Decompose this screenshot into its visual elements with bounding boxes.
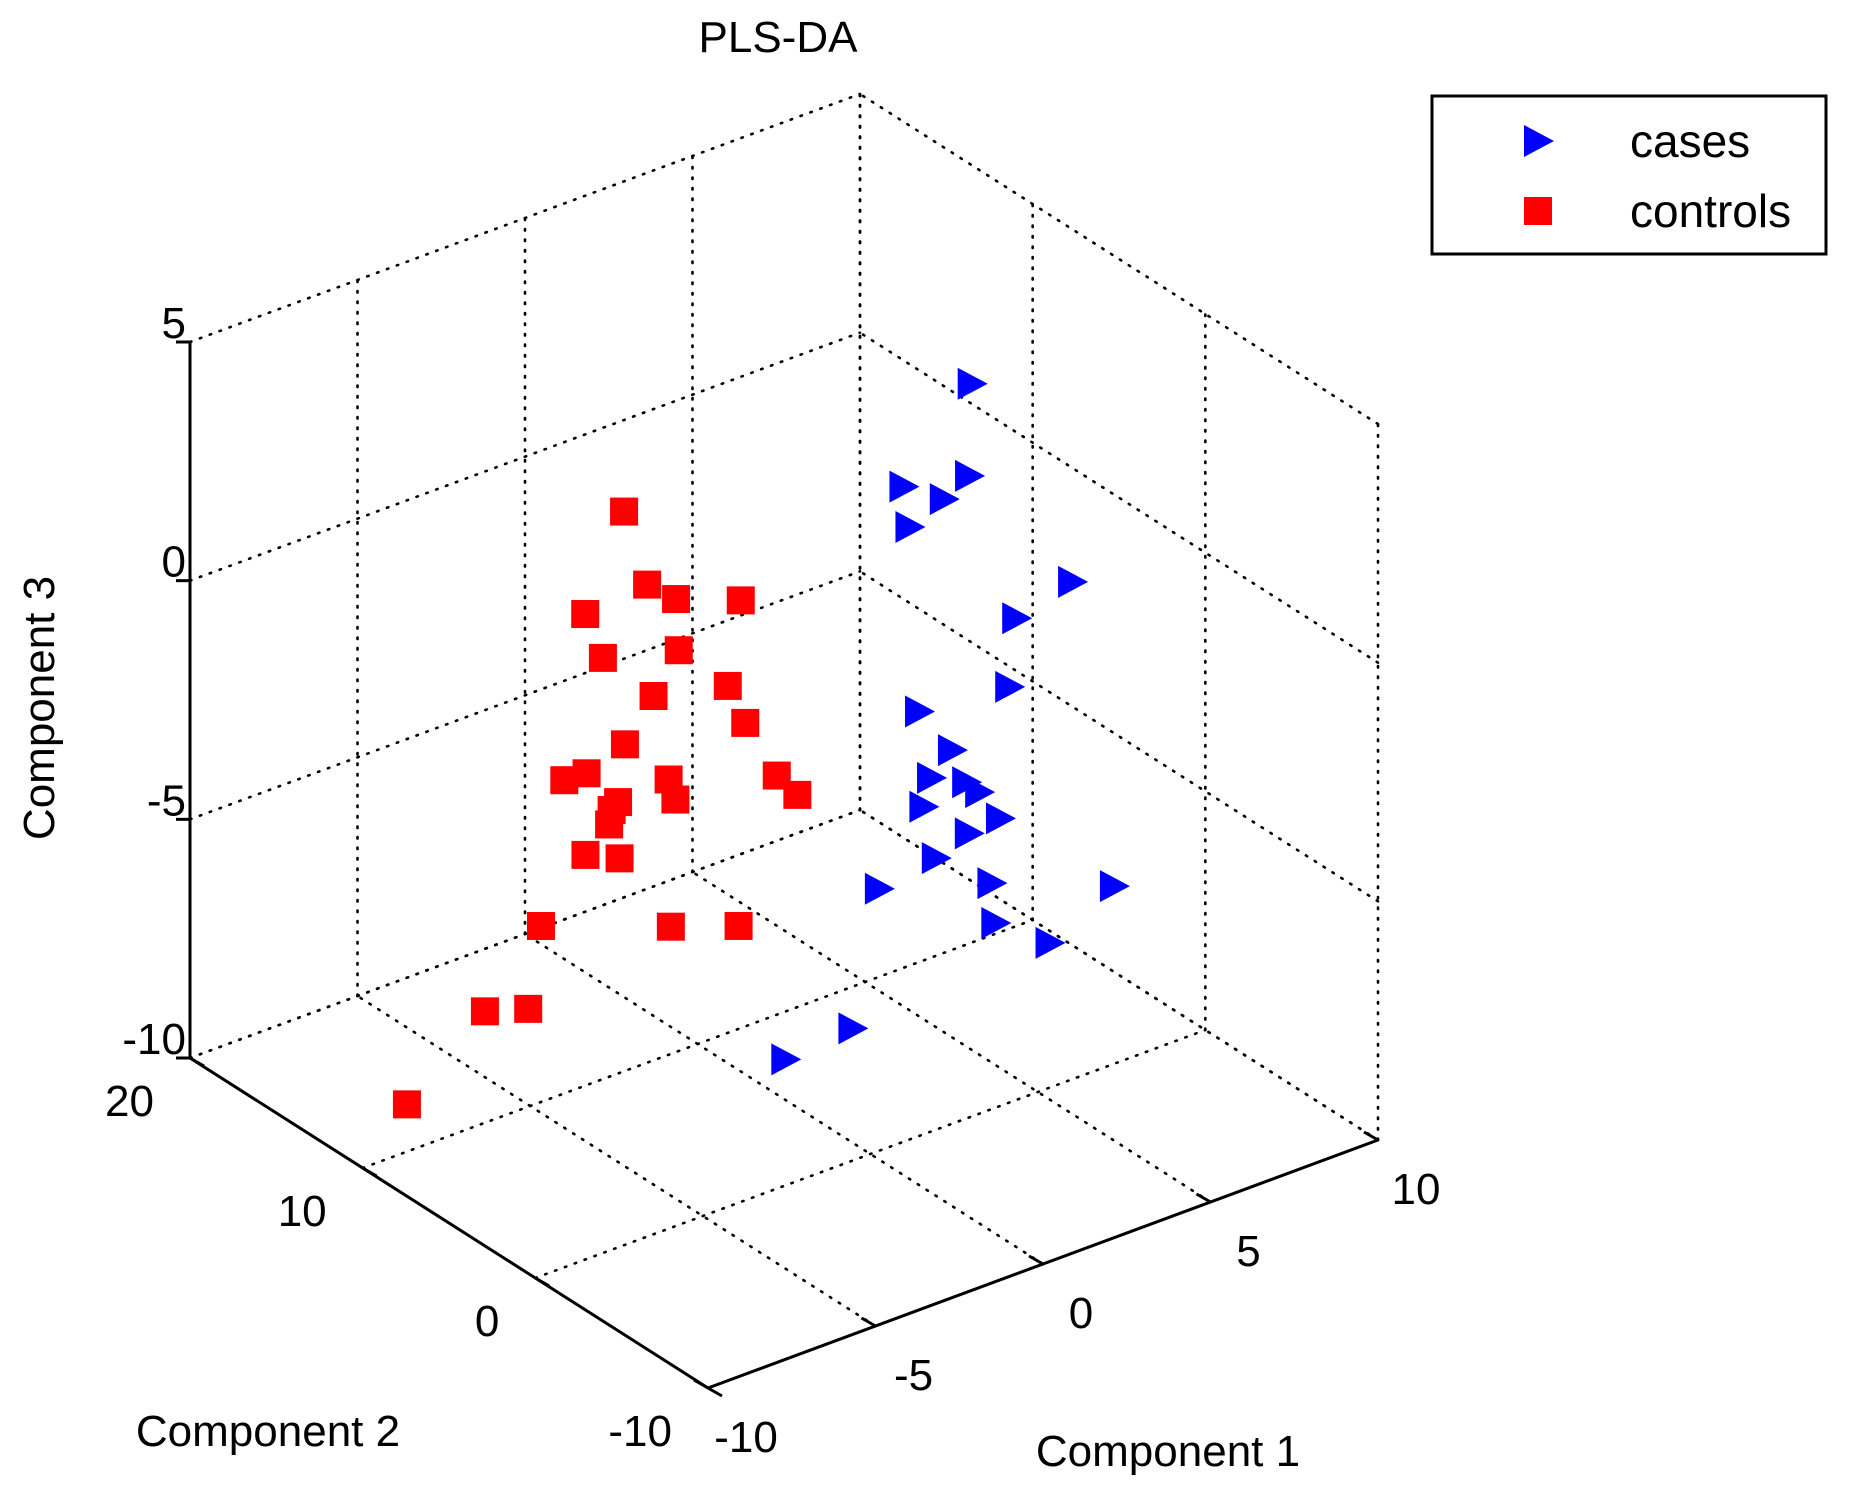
controls-point [610, 730, 639, 759]
y-tick-mark [534, 1276, 551, 1288]
controls-point [571, 840, 600, 869]
grid-line [361, 918, 1034, 1170]
controls-point [664, 636, 693, 665]
series-cases [771, 367, 1130, 1076]
cases-point [954, 817, 985, 850]
cases-point [1035, 926, 1066, 959]
y-tick-mark [189, 1056, 205, 1068]
cases-point [937, 734, 968, 767]
y-tick-mark [707, 1386, 723, 1398]
y-tick-mark [361, 1166, 378, 1178]
cases-point [981, 906, 1012, 939]
grid-line [858, 331, 1380, 664]
x-tick-label: 10 [1392, 1165, 1441, 1214]
cases-point [917, 761, 948, 794]
cases-point [985, 802, 1016, 835]
controls-point [661, 785, 690, 814]
tick-labels: -10 -5 0 5 10 -10 0 10 20 -10 -5 0 5 [105, 299, 1440, 1462]
y-axis-label: Component 2 [136, 1407, 400, 1456]
cases-point [929, 483, 960, 516]
x-tick-mark [1028, 1254, 1044, 1266]
controls-point [762, 761, 791, 790]
x-axis-label: Component 1 [1036, 1427, 1300, 1476]
controls-point [514, 994, 543, 1023]
cases-point [977, 867, 1008, 900]
axis-lines [176, 340, 1379, 1398]
x-tick-mark [1363, 1130, 1379, 1142]
grid-line [858, 92, 1380, 426]
controls-point [595, 810, 624, 839]
controls-point [726, 586, 755, 615]
legend-box [1430, 94, 1828, 256]
x-tick-label: 5 [1236, 1227, 1260, 1276]
controls-point [588, 643, 617, 672]
series-controls [392, 497, 812, 1119]
grid-line [356, 994, 877, 1328]
y-tick-label: -10 [608, 1407, 672, 1456]
grid-line [188, 570, 862, 821]
controls-point [610, 497, 639, 526]
cases-point [889, 470, 920, 503]
z-tick-label: 5 [162, 299, 186, 348]
x-tick-mark [693, 1378, 709, 1390]
controls-point [656, 912, 685, 941]
grid-line [188, 808, 862, 1060]
controls-point [605, 844, 634, 873]
y-tick-label: 20 [105, 1077, 154, 1126]
legend-label-controls: controls [1630, 185, 1791, 237]
cases-point [921, 842, 952, 875]
cases-point [895, 511, 926, 544]
cases-point [1058, 565, 1089, 598]
legend-marker-cases [1524, 125, 1554, 157]
chart-title: PLS-DA [699, 13, 859, 62]
cases-point [909, 790, 940, 823]
controls-point [724, 911, 753, 940]
x-tick-label: -5 [894, 1351, 933, 1400]
controls-point [633, 570, 662, 599]
cases-point [905, 695, 936, 728]
controls-point [662, 585, 691, 614]
grid-line [188, 92, 862, 344]
controls-point [731, 708, 760, 737]
y-tick-label: 0 [475, 1297, 499, 1346]
grid-line [534, 1028, 1207, 1280]
y-tick-label: 10 [278, 1187, 327, 1236]
grid-line [858, 808, 1380, 1142]
y-axis-line [189, 1056, 709, 1390]
x-tick-mark [860, 1316, 877, 1328]
grid-line [188, 331, 862, 582]
z-tick-label: 0 [162, 538, 186, 587]
legend[interactable]: cases controls [1430, 94, 1828, 256]
x-tick-label: -10 [714, 1413, 778, 1462]
data-points [392, 367, 1130, 1119]
controls-point [571, 600, 600, 629]
controls-point [639, 682, 668, 710]
controls-point [550, 766, 579, 795]
grid-line [523, 932, 1045, 1266]
controls-point [713, 671, 742, 700]
cases-point [864, 872, 895, 905]
controls-point [470, 997, 499, 1026]
legend-marker-controls [1524, 197, 1552, 225]
cases-point [995, 670, 1026, 703]
z-tick-label: -5 [147, 776, 186, 825]
controls-point [392, 1090, 421, 1119]
grid-line [858, 570, 1380, 903]
cases-point [1099, 870, 1130, 903]
cases-point [965, 776, 996, 809]
controls-point [526, 911, 555, 940]
x-tick-mark [1195, 1192, 1212, 1204]
grid-line [691, 870, 1212, 1204]
x-tick-label: 0 [1069, 1289, 1093, 1338]
z-axis-label: Component 3 [15, 576, 64, 840]
cases-point [838, 1012, 869, 1045]
cases-point [957, 367, 988, 400]
cases-point [955, 459, 986, 492]
legend-label-cases: cases [1630, 115, 1750, 167]
cases-point [771, 1043, 802, 1076]
z-tick-label: -10 [122, 1015, 186, 1064]
cases-point [1002, 602, 1033, 635]
